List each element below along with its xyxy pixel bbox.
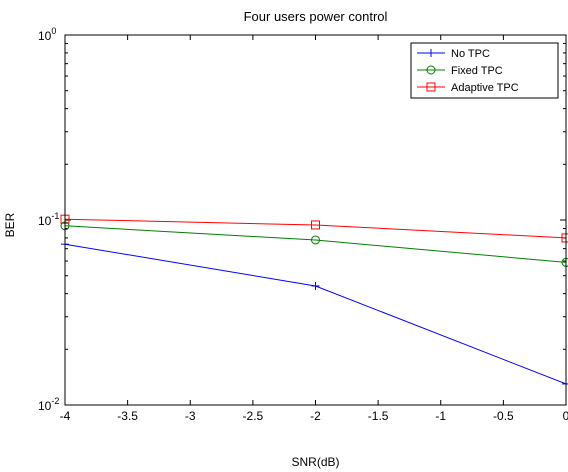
plot-area-frame xyxy=(64,34,567,406)
x-tick-label: -1 xyxy=(435,409,446,423)
legend-label: Adaptive TPC xyxy=(451,82,519,94)
y-tick-label: 10-2 xyxy=(38,396,59,413)
x-tick-label: -4 xyxy=(60,409,71,423)
ticks-layer: -4 -3.5 -3 -2.5 -2 -1.5 -1 -0.5 0 100 10-1 10-2 xyxy=(38,26,568,423)
legend-item: Adaptive TPC xyxy=(417,82,519,94)
legend-label: Fixed TPC xyxy=(451,65,503,77)
series-layer xyxy=(60,214,568,388)
y-tick-label: 10-1 xyxy=(38,211,59,228)
data-point xyxy=(311,220,320,230)
y-axis-label: BER xyxy=(3,212,17,237)
legend-label: No TPC xyxy=(451,48,490,60)
series-line xyxy=(64,225,567,263)
legend-item: Fixed TPC xyxy=(417,65,503,77)
x-tick-label: -2 xyxy=(310,409,321,423)
legend-marker xyxy=(426,65,436,75)
x-axis-label: SNR(dB) xyxy=(291,455,339,469)
data-point xyxy=(311,281,320,290)
x-tick-label: 0 xyxy=(563,409,568,423)
x-tick-label: -3.5 xyxy=(117,409,138,423)
x-tick-label: -0.5 xyxy=(493,409,514,423)
data-point xyxy=(311,235,320,245)
x-tick-label: -2.5 xyxy=(243,409,264,423)
legend-item: No TPC xyxy=(417,48,490,60)
legend-marker xyxy=(427,49,435,57)
x-tick-label: -3 xyxy=(185,409,196,423)
series-line xyxy=(64,218,567,239)
chart-title: Four users power control xyxy=(244,9,388,24)
y-tick-label: 100 xyxy=(38,26,56,43)
legend-marker xyxy=(426,82,436,92)
legend: No TPC Fixed TPC Adaptive TPC xyxy=(410,42,559,99)
x-tick-label: -1.5 xyxy=(368,409,389,423)
